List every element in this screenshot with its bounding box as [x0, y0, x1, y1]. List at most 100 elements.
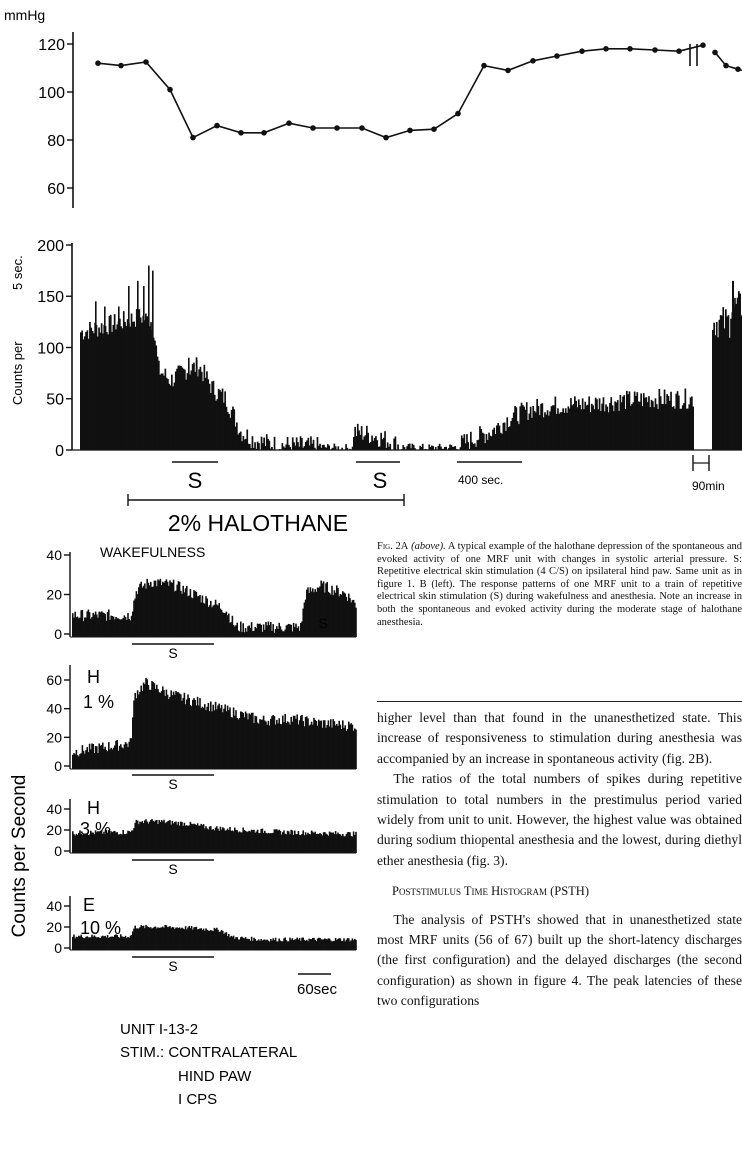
panel-h3-histogram-bar — [109, 833, 111, 853]
panel-h3-histogram-bar — [236, 830, 238, 853]
panel-h1-histogram-bar — [74, 754, 76, 769]
panel-e10-histogram-bar — [229, 937, 231, 950]
counts-histogram-bar — [262, 443, 264, 450]
panel-wakefulness-histogram-bar — [346, 600, 349, 637]
panel-wakefulness-histogram-bar — [264, 629, 266, 637]
panel-e10-histogram-bar — [144, 928, 146, 950]
counts-histogram-bar — [713, 322, 715, 450]
panel-e10-histogram-bar — [213, 927, 216, 950]
counts-histogram-bar — [379, 446, 381, 450]
panel-h3-histogram-bar — [158, 820, 160, 853]
panel-h1-histogram-bar — [126, 743, 128, 769]
panel-h1-histogram-bar — [242, 712, 244, 769]
panel-wakefulness-histogram-bar — [277, 629, 279, 637]
panel-h1-histogram-bar — [92, 744, 94, 769]
panel-h1-histogram-bar — [278, 718, 280, 769]
counts-histogram-bar — [715, 322, 718, 450]
panel-h1-histogram-bar — [141, 690, 144, 769]
panel-wakefulness-histogram-bar — [292, 622, 295, 637]
counts-histogram-bar — [167, 379, 169, 450]
panel-h1-histogram-bar — [165, 689, 168, 769]
counts-histogram-bar — [681, 405, 684, 450]
counts-histogram-bar — [345, 444, 347, 450]
counts-histogram-bar — [477, 439, 480, 450]
break-label: 90min — [692, 479, 725, 493]
counts-histogram-bar — [541, 403, 544, 450]
panel-wakefulness-histogram-bar — [85, 617, 87, 637]
panel-h3-histogram-bar — [86, 833, 88, 853]
panel-e10-histogram-bar — [122, 936, 124, 950]
panel-h1-histogram-bar — [313, 717, 315, 769]
panel-e10-histogram-bar — [128, 937, 130, 950]
panel-h3-histogram-bar — [252, 829, 254, 853]
counts-tick-label: 0 — [55, 443, 64, 460]
panel-h3-histogram-bar — [81, 834, 84, 853]
panel-e10-histogram-bar — [120, 934, 122, 950]
counts-histogram-bar — [739, 293, 741, 450]
panel-h3-histogram-bar — [103, 831, 105, 853]
panel-h1-histogram-bar — [82, 750, 85, 769]
panel-wakefulness-histogram-bar — [80, 610, 82, 637]
panel-e10-histogram-bar — [198, 929, 200, 950]
panel-h3-histogram-bar — [313, 833, 315, 853]
counts-histogram-bar — [377, 446, 380, 450]
panel-h1-histogram-bar — [285, 723, 288, 769]
panel-h1-histogram-bar — [72, 754, 74, 769]
panel-h3-histogram-bar — [259, 833, 261, 853]
panel-h3-histogram-bar — [237, 832, 240, 853]
counts-histogram-bar — [206, 371, 208, 450]
counts-histogram-bar — [364, 435, 367, 450]
counts-histogram-bar — [714, 335, 717, 450]
counts-histogram-bar — [459, 447, 462, 450]
panel-h3-histogram-bar — [292, 834, 295, 853]
counts-histogram-bar — [717, 337, 719, 450]
panel-h3-histogram-bar — [249, 831, 252, 853]
panel-e10-histogram-bar — [108, 937, 110, 950]
counts-histogram-bar — [120, 326, 122, 450]
panel-e10-histogram-bar — [210, 930, 212, 950]
panel-wakefulness-histogram-bar — [170, 582, 172, 637]
panel-h1-histogram-bar — [326, 724, 328, 769]
counts-histogram-bar — [535, 412, 537, 450]
counts-histogram-bar — [637, 401, 640, 450]
counts-histogram-bar — [367, 432, 369, 450]
panel-e10-histogram-bar — [123, 936, 126, 950]
panel-wakefulness-histogram-bar — [309, 587, 312, 637]
panel-e10-histogram-bar — [146, 926, 148, 950]
panel-wakefulness-histogram-bar — [289, 624, 291, 637]
panel-e10-histogram-bar — [339, 938, 342, 950]
panel-h1-histogram-bar — [195, 705, 198, 769]
counts-histogram-bar — [509, 426, 511, 450]
panel-e10-histogram-bar — [159, 927, 162, 950]
panel-h3-histogram-bar — [138, 824, 140, 853]
panel-h3-histogram-bar — [273, 829, 276, 853]
panel-wakefulness-histogram-bar — [93, 614, 96, 637]
counts-histogram-bar — [268, 440, 271, 450]
counts-histogram-bar — [210, 392, 212, 450]
panel-e10-histogram-bar — [190, 925, 193, 950]
panel-h1-histogram-bar — [207, 702, 210, 769]
counts-histogram-bar — [284, 447, 286, 450]
panel-h3-histogram-bar — [276, 829, 278, 853]
panel-h3-histogram-bar — [265, 832, 267, 853]
panel-h1-histogram-bar — [122, 748, 124, 769]
panel-e10-histogram-bar — [300, 940, 302, 950]
counts-histogram-bar — [299, 436, 302, 450]
panel-wakefulness-histogram-bar — [315, 591, 318, 637]
counts-histogram-bar — [122, 311, 125, 450]
panel-e10-histogram-bar — [88, 937, 91, 950]
panel-h1-histogram-bar — [114, 745, 116, 769]
panel-wakefulness-histogram-bar — [334, 592, 337, 637]
counts-histogram-bar — [479, 426, 481, 450]
counts-histogram-bar — [606, 406, 609, 450]
panel-wakefulness-histogram-bar — [268, 625, 271, 637]
panel-wakefulness-histogram-bar — [116, 618, 118, 637]
counts-histogram-bar — [104, 306, 106, 450]
counts-histogram-bar — [178, 365, 181, 450]
counts-histogram-bar — [311, 443, 314, 450]
panel-wakefulness-histogram-bar — [90, 618, 92, 637]
panel-wakefulness-histogram-bar — [194, 591, 196, 637]
panel-h3-histogram-bar — [229, 826, 231, 853]
counts-histogram-bar — [429, 446, 432, 450]
panel-wakefulness-histogram-bar — [109, 619, 111, 637]
